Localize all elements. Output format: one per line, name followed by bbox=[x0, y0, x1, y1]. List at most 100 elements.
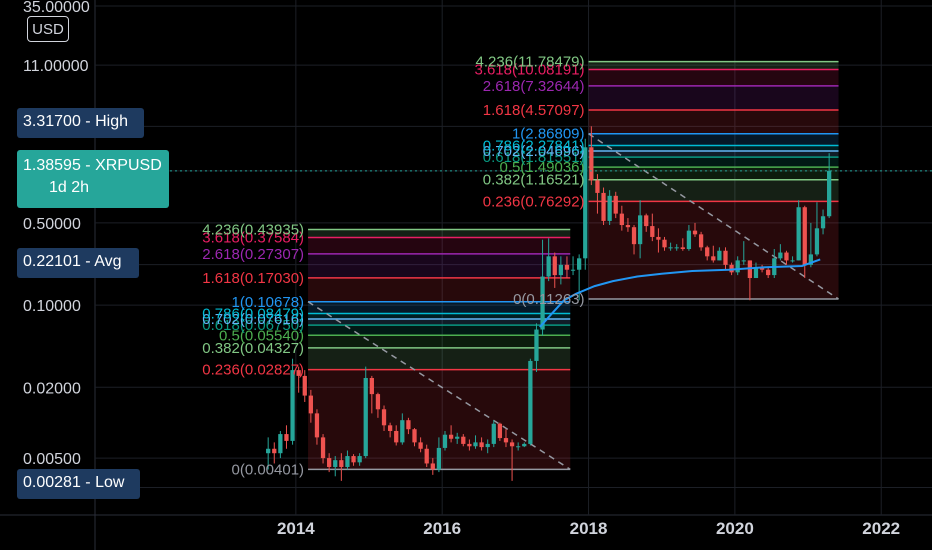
candle bbox=[619, 205, 624, 231]
candle bbox=[327, 453, 332, 473]
candle bbox=[308, 389, 313, 423]
fib-level-label: 0.236(0.76292) bbox=[483, 193, 585, 210]
candle-body bbox=[662, 239, 667, 248]
average-price-line bbox=[539, 258, 821, 328]
candle bbox=[522, 442, 527, 448]
candle bbox=[766, 267, 771, 279]
candle bbox=[735, 256, 740, 276]
candle-body bbox=[503, 438, 509, 443]
candle-body bbox=[827, 170, 832, 217]
fib-zone bbox=[308, 253, 571, 278]
candle-body bbox=[753, 267, 759, 279]
last-price-value: 1.38595 bbox=[23, 157, 81, 174]
candle-body bbox=[333, 460, 338, 467]
candle-body bbox=[369, 377, 374, 395]
fib-level-label: 0.786(0.08479) bbox=[202, 306, 304, 323]
candle-body bbox=[808, 254, 813, 265]
fib-zone bbox=[308, 325, 571, 336]
low-label: Low bbox=[95, 474, 125, 491]
candle bbox=[290, 358, 295, 445]
candle bbox=[296, 366, 301, 393]
candle-body bbox=[778, 252, 783, 259]
candle bbox=[698, 231, 704, 251]
candle bbox=[705, 245, 710, 261]
candle-body bbox=[577, 258, 582, 270]
price-tick-label: 11.00000 bbox=[23, 58, 89, 75]
candle-body bbox=[406, 420, 411, 430]
candle bbox=[595, 174, 600, 214]
candle bbox=[485, 439, 490, 454]
candle-body bbox=[570, 269, 576, 271]
candle bbox=[461, 434, 466, 447]
candle bbox=[369, 375, 374, 414]
candle bbox=[753, 262, 759, 279]
candle bbox=[790, 256, 795, 263]
candle-body bbox=[552, 256, 557, 276]
candle bbox=[516, 442, 521, 451]
candle bbox=[656, 228, 661, 253]
fib-zone bbox=[308, 237, 571, 254]
candle bbox=[820, 209, 826, 235]
candle-body bbox=[284, 434, 289, 441]
candle-body bbox=[442, 434, 448, 448]
candle bbox=[686, 225, 692, 251]
candle-body bbox=[741, 260, 746, 262]
candle bbox=[528, 358, 533, 446]
candle-body bbox=[473, 442, 478, 447]
candle bbox=[272, 442, 277, 464]
candle-body bbox=[387, 425, 393, 431]
candle bbox=[650, 213, 655, 242]
candle-body bbox=[430, 463, 435, 470]
candle-body bbox=[668, 247, 673, 249]
currency-button[interactable]: USD bbox=[27, 16, 69, 42]
fib-zone bbox=[588, 150, 839, 158]
fib-zone bbox=[588, 157, 839, 168]
candle-body bbox=[509, 442, 515, 447]
candle bbox=[387, 422, 393, 438]
candle bbox=[339, 453, 344, 481]
candle-body bbox=[461, 436, 466, 444]
fib-zone bbox=[308, 319, 571, 326]
candle-body bbox=[607, 195, 612, 221]
candle bbox=[284, 425, 289, 449]
candle bbox=[351, 454, 356, 466]
candle bbox=[552, 252, 557, 288]
candle bbox=[363, 366, 368, 459]
candle bbox=[491, 420, 496, 448]
fib-level-label: 3.618(0.37584) bbox=[202, 230, 304, 247]
candle bbox=[509, 439, 515, 481]
candle-body bbox=[656, 236, 661, 240]
candle-body bbox=[363, 377, 368, 457]
candlestick-series bbox=[266, 126, 832, 481]
price-tick-label: 0.02000 bbox=[23, 380, 81, 397]
time-axis: 2014 2016 2018 2020 2022 bbox=[277, 519, 900, 538]
candle-body bbox=[796, 207, 801, 261]
candle bbox=[345, 450, 350, 470]
candle-body bbox=[711, 256, 716, 261]
candle-body bbox=[424, 448, 429, 464]
fib-level-label: 1(0.10678) bbox=[231, 294, 304, 311]
candle bbox=[314, 409, 320, 445]
candle bbox=[759, 264, 765, 273]
candle bbox=[558, 256, 563, 285]
candle-body bbox=[485, 443, 490, 448]
fib-level-label: 0.702(2.04696) bbox=[483, 143, 585, 160]
time-tick-label: 2018 bbox=[570, 519, 608, 538]
high-badge: 3.31700 - High bbox=[17, 108, 144, 138]
fib-level-label: 0.702(0.07616) bbox=[202, 311, 304, 328]
candle bbox=[534, 323, 539, 372]
badge-separator: - bbox=[85, 157, 96, 174]
candle-body bbox=[686, 230, 692, 250]
candle-body bbox=[436, 447, 442, 470]
fib-zone bbox=[588, 133, 839, 146]
candle bbox=[467, 439, 472, 451]
time-tick-label: 2014 bbox=[277, 519, 315, 538]
candle bbox=[406, 417, 411, 435]
fib-zone bbox=[588, 85, 839, 110]
candle-body bbox=[455, 436, 460, 439]
candle-body bbox=[381, 409, 387, 426]
candle bbox=[784, 250, 789, 265]
candle-body bbox=[766, 269, 771, 276]
badge-separator: - bbox=[85, 113, 96, 130]
